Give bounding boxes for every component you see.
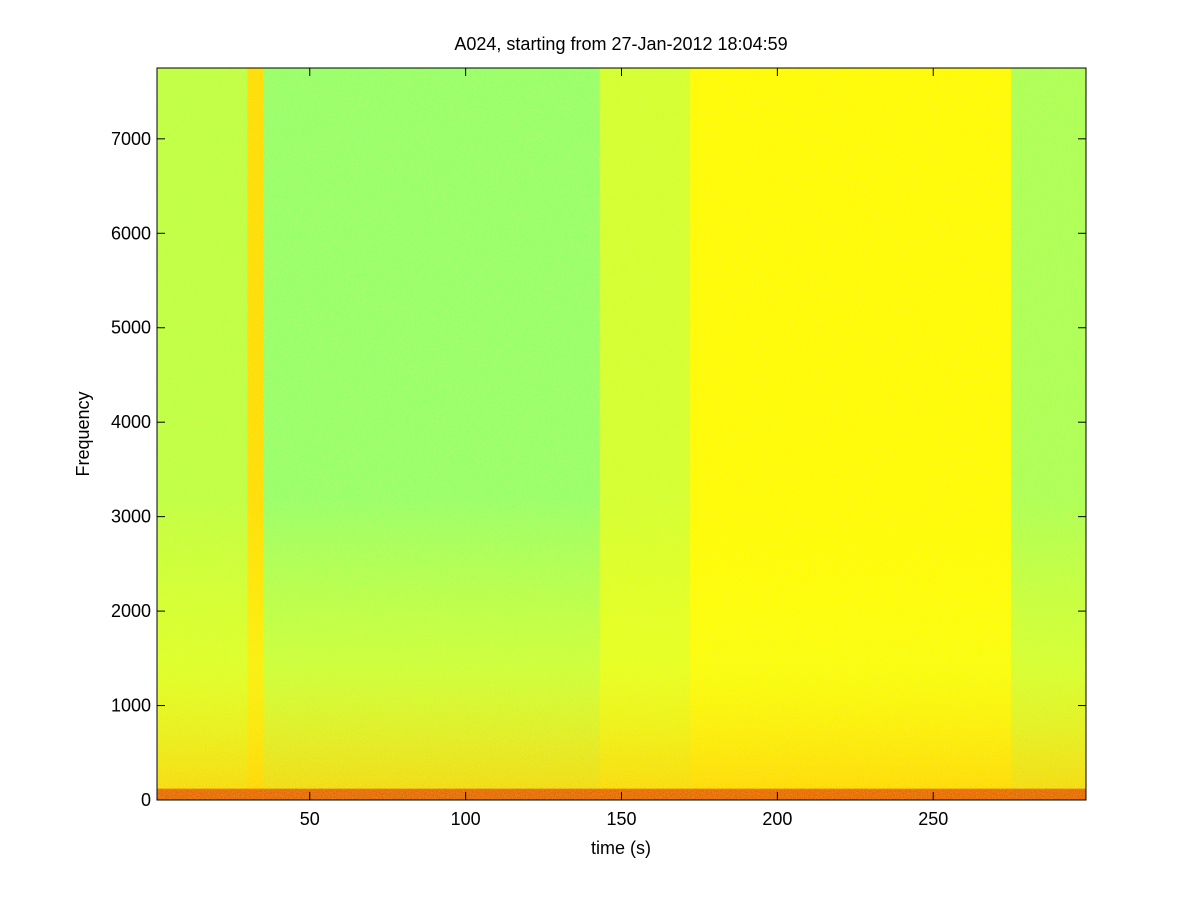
y-tick-label: 0 — [141, 790, 151, 810]
y-tick-label: 3000 — [111, 507, 151, 527]
y-axis-label: Frequency — [73, 391, 93, 476]
y-axis-ticks: 0 1000 2000 3000 4000 5000 6000 7000 — [111, 129, 1086, 810]
axes-frame — [156, 67, 1087, 801]
y-tick-label: 5000 — [111, 318, 151, 338]
spectrogram-plot-area — [157, 68, 1086, 800]
x-tick-label: 200 — [762, 809, 792, 829]
x-tick-label: 250 — [918, 809, 948, 829]
y-tick-label: 1000 — [111, 696, 151, 716]
y-tick-label: 6000 — [111, 223, 151, 243]
spectrogram-noise-texture — [157, 68, 1086, 800]
chart-title: A024, starting from 27-Jan-2012 18:04:59 — [454, 34, 787, 54]
x-tick-label: 150 — [606, 809, 636, 829]
x-tick-label: 50 — [300, 809, 320, 829]
x-axis-ticks: 50 100 150 200 250 — [300, 68, 948, 829]
y-tick-label: 4000 — [111, 412, 151, 432]
y-tick-label: 2000 — [111, 601, 151, 621]
y-tick-label: 7000 — [111, 129, 151, 149]
x-tick-label: 100 — [451, 809, 481, 829]
x-axis-label: time (s) — [591, 838, 651, 858]
